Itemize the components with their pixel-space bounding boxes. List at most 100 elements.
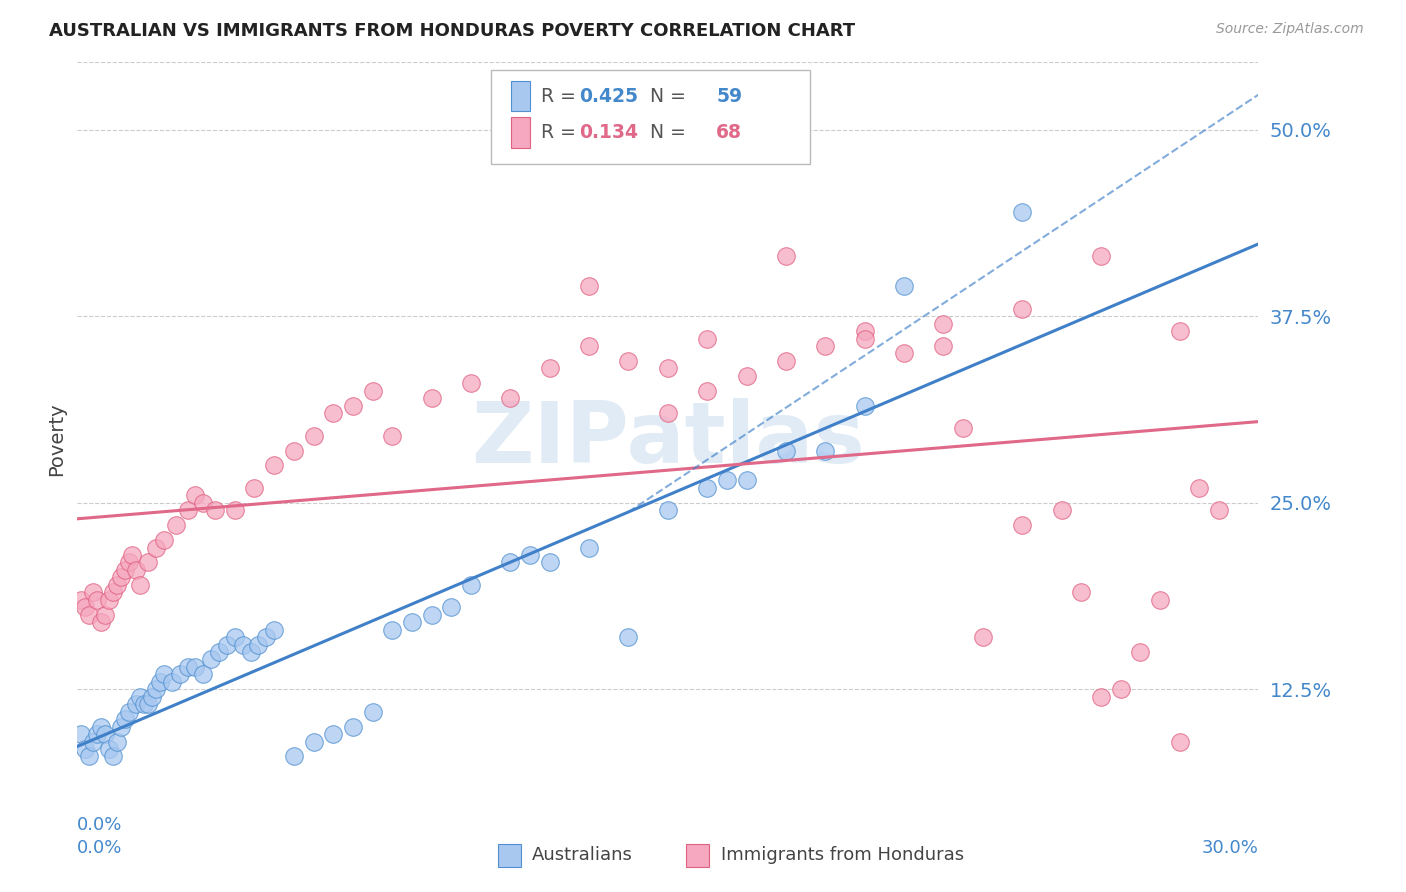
Point (322, 727, 344, 741)
Point (1090, 250, 1112, 264)
Point (1168, 734, 1191, 748)
Bar (686, 844, 709, 867)
Point (853, 324, 876, 338)
Point (243, 481, 266, 495)
Point (114, 712, 136, 726)
Point (134, 698, 156, 712)
Point (114, 563, 136, 577)
Point (70, 727, 93, 741)
Point (381, 428, 404, 442)
Point (184, 660, 207, 674)
Point (519, 548, 541, 562)
Point (125, 563, 148, 577)
Point (136, 698, 159, 712)
Point (254, 630, 277, 644)
Point (82, 734, 104, 748)
Point (578, 541, 600, 555)
Point (283, 749, 305, 764)
Point (302, 734, 325, 748)
FancyBboxPatch shape (491, 70, 810, 164)
Point (153, 533, 176, 547)
Point (972, 630, 994, 644)
Text: N =: N = (638, 87, 692, 106)
Point (696, 384, 718, 398)
Point (1011, 204, 1033, 219)
Point (1149, 592, 1171, 607)
Point (129, 578, 152, 592)
Text: Australians: Australians (531, 847, 633, 864)
Point (853, 332, 876, 346)
Point (77, 607, 100, 622)
Point (90, 615, 112, 629)
Point (1090, 690, 1112, 704)
Point (145, 541, 167, 555)
Point (657, 406, 679, 420)
Point (617, 630, 640, 644)
Point (302, 428, 325, 442)
Point (381, 623, 404, 637)
Point (141, 690, 163, 704)
Point (775, 443, 797, 458)
Point (735, 368, 758, 383)
Point (105, 578, 128, 592)
Point (1011, 518, 1033, 533)
Text: 59: 59 (716, 87, 742, 106)
Text: AUSTRALIAN VS IMMIGRANTS FROM HONDURAS POVERTY CORRELATION CHART: AUSTRALIAN VS IMMIGRANTS FROM HONDURAS P… (49, 22, 855, 40)
Point (224, 630, 246, 644)
Text: 68: 68 (716, 123, 742, 142)
Point (440, 600, 463, 615)
Point (193, 496, 215, 510)
Text: 0.425: 0.425 (579, 87, 638, 106)
Point (283, 443, 305, 458)
Point (86, 727, 108, 741)
Text: Source: ZipAtlas.com: Source: ZipAtlas.com (1216, 22, 1364, 37)
Point (814, 443, 837, 458)
Point (893, 346, 915, 360)
Point (775, 354, 797, 368)
Point (1129, 645, 1152, 659)
Bar (498, 844, 522, 867)
Point (538, 361, 561, 376)
Point (460, 578, 482, 592)
Point (105, 734, 128, 748)
Point (94, 607, 117, 622)
Point (86, 592, 108, 607)
Point (657, 503, 679, 517)
Point (94, 727, 117, 741)
Point (420, 391, 443, 405)
Point (1011, 301, 1033, 316)
Text: ZIPatlas: ZIPatlas (471, 398, 865, 481)
Point (193, 667, 215, 681)
Point (342, 720, 364, 734)
Point (460, 376, 482, 391)
Point (1208, 503, 1230, 517)
Point (101, 585, 124, 599)
Point (97, 592, 120, 607)
Point (932, 317, 955, 331)
Point (814, 339, 837, 353)
Point (232, 638, 254, 652)
Point (176, 660, 198, 674)
Point (401, 615, 423, 629)
Point (322, 406, 344, 420)
Point (224, 503, 246, 517)
Point (1050, 503, 1073, 517)
Point (735, 474, 758, 488)
Point (75, 742, 97, 756)
Point (153, 667, 176, 681)
Point (578, 279, 600, 293)
Point (578, 339, 600, 353)
Point (657, 361, 679, 376)
Text: R =: R = (541, 123, 582, 142)
Point (499, 391, 522, 405)
Point (263, 458, 285, 473)
Text: 0.134: 0.134 (579, 123, 638, 142)
Point (1109, 682, 1132, 697)
Point (420, 607, 443, 622)
Point (1188, 481, 1211, 495)
Point (125, 698, 148, 712)
Point (117, 705, 139, 719)
Point (70, 592, 93, 607)
Point (184, 488, 207, 502)
Point (169, 667, 191, 681)
